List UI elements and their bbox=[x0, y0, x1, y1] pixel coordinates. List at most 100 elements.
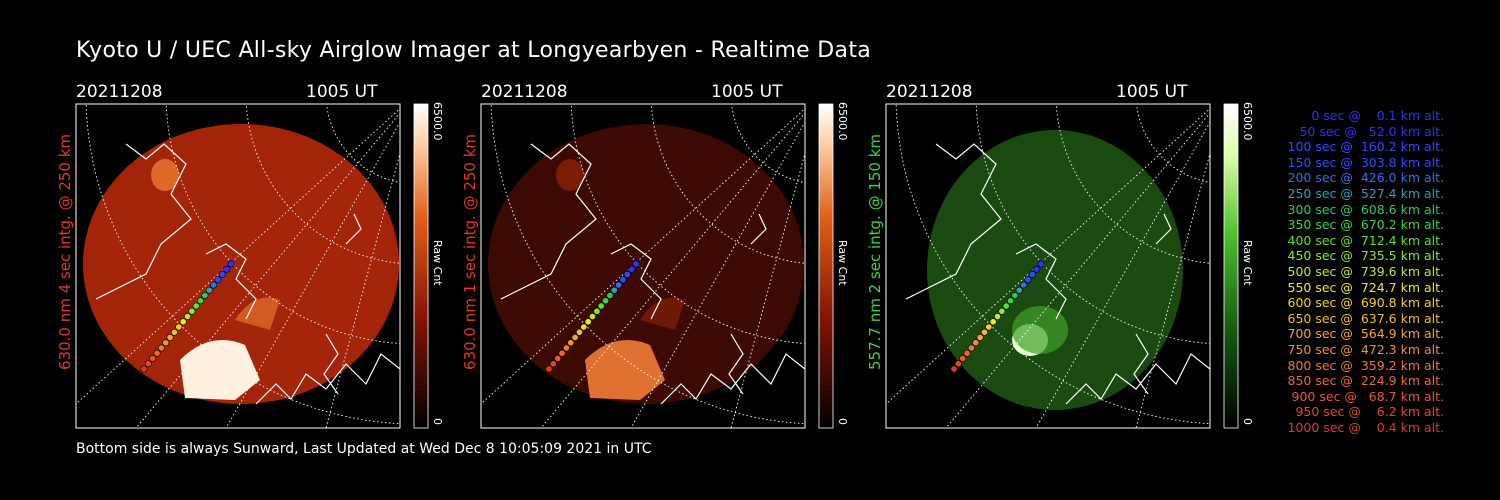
trajectory-point-600s bbox=[580, 323, 588, 331]
legend-entry-250s: 250 sec @ 527.4 km alt. bbox=[1283, 186, 1445, 201]
meridian-line-4 bbox=[325, 151, 400, 428]
airglow-disk bbox=[488, 124, 804, 404]
trajectory-point-150s bbox=[619, 276, 627, 284]
trajectory-point-400s bbox=[192, 302, 200, 310]
meridian-line-6 bbox=[1209, 249, 1210, 254]
legend-entry-600s: 600 sec @ 690.8 km alt. bbox=[1283, 295, 1445, 311]
legend-entry-950s: 950 sec @ 6.2 km alt. bbox=[1291, 404, 1444, 420]
trajectory-point-1000s bbox=[545, 365, 553, 373]
trajectory-point-850s bbox=[153, 349, 161, 357]
legend-entry-200s: 200 sec @ 426.0 km alt. bbox=[1283, 170, 1445, 186]
trajectory-point-200s bbox=[615, 281, 623, 289]
trajectory-point-450s bbox=[998, 307, 1006, 315]
panel-wavelength-label: 630.0 nm 4 sec intg. @ 250 km bbox=[56, 133, 74, 370]
panel-time: 1005 UT bbox=[306, 82, 378, 102]
trajectory-point-550s bbox=[179, 318, 187, 326]
trajectory-point-250s bbox=[205, 286, 213, 294]
trajectory-point-100s bbox=[218, 270, 226, 278]
meridian-line-3 bbox=[630, 121, 805, 428]
aurora-patch-upper bbox=[556, 159, 584, 191]
trajectory-point-900s bbox=[554, 354, 562, 362]
colorbar bbox=[818, 103, 834, 429]
legend-entry-750s: 750 sec @ 472.3 km alt. bbox=[1283, 342, 1445, 357]
aurora-patch-mid bbox=[235, 297, 280, 330]
legend-entry-150s: 150 sec @ 303.8 km alt. bbox=[1283, 154, 1445, 170]
coastline-islands bbox=[323, 213, 362, 395]
aurora-glow-green bbox=[1012, 306, 1068, 354]
trajectory-point-350s bbox=[602, 297, 610, 305]
panel-frame bbox=[885, 103, 1211, 429]
coastline-scandinavia bbox=[1065, 353, 1210, 405]
legend-entry-300s: 300 sec @ 608.6 km alt. bbox=[1283, 201, 1445, 217]
meridian-line-1 bbox=[76, 107, 400, 405]
trajectory-point-300s bbox=[1011, 291, 1019, 299]
trajectory-point-500s bbox=[588, 312, 596, 320]
trajectory-point-700s bbox=[571, 333, 579, 341]
legend-entry-1000s: 1000 sec @ 0.4 km alt. bbox=[1287, 420, 1444, 435]
trajectory-point-700s bbox=[166, 333, 174, 341]
trajectory-point-950s bbox=[144, 360, 152, 368]
trajectory-point-300s bbox=[201, 291, 209, 299]
trajectory-point-650s bbox=[980, 328, 988, 336]
colorbar-unit-label: Raw Cnt bbox=[431, 240, 444, 286]
trajectory-point-750s bbox=[972, 339, 980, 347]
coastline-greenland bbox=[95, 143, 192, 300]
meridian-line-5 bbox=[804, 356, 805, 364]
legend-entry-450s: 450 sec @ 735.5 km alt. bbox=[1283, 248, 1445, 264]
trajectory-point-950s bbox=[954, 360, 962, 368]
trajectory-point-400s bbox=[597, 302, 605, 310]
legend-entry-850s: 850 sec @ 224.9 km alt. bbox=[1283, 373, 1445, 389]
coastline-svalbard bbox=[1015, 243, 1067, 320]
meridian-line-2 bbox=[135, 112, 400, 428]
trajectory-point-0s bbox=[227, 260, 235, 268]
trajectory-point-200s bbox=[1020, 281, 1028, 289]
trajectory-point-950s bbox=[549, 360, 557, 368]
page-title: Kyoto U / UEC All-sky Airglow Imager at … bbox=[76, 38, 872, 63]
meridian-line-2 bbox=[540, 112, 805, 428]
trajectory-point-700s bbox=[976, 333, 984, 341]
airglow-disk bbox=[83, 124, 399, 404]
trajectory-point-1000s bbox=[950, 365, 958, 373]
trajectory-point-400s bbox=[1002, 302, 1010, 310]
trajectory-point-250s bbox=[1015, 286, 1023, 294]
legend-entry-0s: 0 sec @ 0.1 km alt. bbox=[1299, 108, 1444, 123]
coastline-islands bbox=[728, 213, 767, 395]
meridian-line-4 bbox=[1135, 151, 1210, 428]
panel-date: 20211208 bbox=[886, 82, 973, 102]
meridian-line-1 bbox=[886, 107, 1210, 405]
legend-entry-650s: 650 sec @ 637.6 km alt. bbox=[1283, 310, 1445, 326]
allsky-panel-1 bbox=[75, 103, 429, 429]
coastline-scandinavia bbox=[660, 353, 805, 405]
trajectory-point-0s bbox=[632, 260, 640, 268]
trajectory-point-50s bbox=[628, 265, 636, 273]
coastline-scandinavia bbox=[255, 353, 400, 405]
trajectory-point-350s bbox=[197, 297, 205, 305]
colorbar-min-label: 0 bbox=[836, 418, 849, 425]
panel-time: 1005 UT bbox=[1116, 82, 1188, 102]
trajectory-point-850s bbox=[963, 349, 971, 357]
trajectory-point-150s bbox=[214, 276, 222, 284]
coastline-islands bbox=[1133, 213, 1172, 395]
meridian-line-3 bbox=[225, 121, 400, 428]
meridian-line-2 bbox=[945, 112, 1210, 428]
trajectory-point-500s bbox=[184, 312, 192, 320]
trajectory-point-750s bbox=[162, 339, 170, 347]
airglow-disk bbox=[927, 130, 1183, 410]
legend-entry-350s: 350 sec @ 670.2 km alt. bbox=[1283, 217, 1445, 233]
trajectory-point-900s bbox=[959, 354, 967, 362]
trajectory-point-50s bbox=[223, 265, 231, 273]
trajectory-point-550s bbox=[584, 318, 592, 326]
trajectory-point-250s bbox=[610, 286, 618, 294]
trajectory-point-0s bbox=[1037, 260, 1045, 268]
trajectory-point-750s bbox=[567, 339, 575, 347]
legend-entry-50s: 50 sec @ 52.0 km alt. bbox=[1291, 123, 1444, 139]
colorbar-max-label: 6500.0 bbox=[431, 102, 444, 141]
colorbar bbox=[413, 103, 429, 429]
colorbar-min-label: 0 bbox=[1241, 418, 1254, 425]
trajectory-point-600s bbox=[175, 323, 183, 331]
trajectory-point-100s bbox=[623, 270, 631, 278]
colorbar-unit-label: Raw Cnt bbox=[1241, 240, 1254, 286]
coastline-greenland bbox=[905, 143, 1002, 300]
panel-frame bbox=[480, 103, 806, 429]
panel-wavelength-label: 630.0 nm 1 sec intg. @ 250 km bbox=[461, 133, 479, 370]
